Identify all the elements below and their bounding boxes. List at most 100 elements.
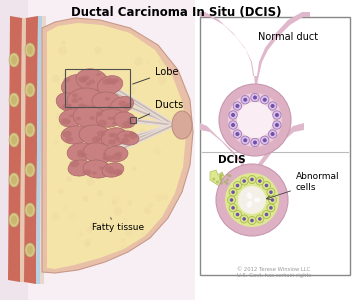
Circle shape xyxy=(275,113,279,117)
Circle shape xyxy=(268,102,277,110)
Ellipse shape xyxy=(83,160,111,178)
Ellipse shape xyxy=(126,103,132,107)
Circle shape xyxy=(243,179,246,183)
Circle shape xyxy=(230,198,233,202)
Text: © 2012 Terese Winslow LLC
U.S. Govt. has certain rights: © 2012 Terese Winslow LLC U.S. Govt. has… xyxy=(237,267,311,278)
Ellipse shape xyxy=(78,97,83,100)
Ellipse shape xyxy=(90,116,95,120)
Ellipse shape xyxy=(98,120,107,126)
Circle shape xyxy=(248,176,256,184)
Ellipse shape xyxy=(79,78,86,82)
Circle shape xyxy=(240,177,248,185)
Ellipse shape xyxy=(103,153,107,156)
Ellipse shape xyxy=(61,118,71,125)
Text: Fatty tissue: Fatty tissue xyxy=(92,224,144,232)
Circle shape xyxy=(269,196,276,204)
Circle shape xyxy=(158,57,168,67)
Circle shape xyxy=(220,177,222,180)
Circle shape xyxy=(271,132,275,136)
Ellipse shape xyxy=(111,133,117,137)
Circle shape xyxy=(229,204,237,212)
Bar xyxy=(0,0,195,300)
Circle shape xyxy=(157,76,167,85)
Circle shape xyxy=(85,242,90,247)
Circle shape xyxy=(55,113,62,120)
Circle shape xyxy=(233,211,241,218)
Ellipse shape xyxy=(112,153,122,160)
Circle shape xyxy=(241,136,250,145)
Circle shape xyxy=(231,206,235,210)
Circle shape xyxy=(148,203,153,208)
Circle shape xyxy=(253,95,257,100)
Circle shape xyxy=(267,188,275,196)
Ellipse shape xyxy=(68,104,72,107)
Circle shape xyxy=(141,232,146,237)
Circle shape xyxy=(243,217,246,221)
Circle shape xyxy=(87,226,93,233)
Circle shape xyxy=(261,95,269,104)
Ellipse shape xyxy=(128,121,132,124)
Circle shape xyxy=(275,123,279,127)
Circle shape xyxy=(219,175,222,178)
Ellipse shape xyxy=(83,76,90,80)
Circle shape xyxy=(145,59,150,64)
Circle shape xyxy=(53,140,59,145)
Circle shape xyxy=(269,190,273,194)
Ellipse shape xyxy=(67,143,93,161)
Ellipse shape xyxy=(83,169,91,175)
Ellipse shape xyxy=(247,201,252,208)
Ellipse shape xyxy=(11,176,17,184)
Circle shape xyxy=(79,231,84,236)
Circle shape xyxy=(235,104,239,108)
Circle shape xyxy=(271,104,275,108)
Circle shape xyxy=(229,174,232,177)
Ellipse shape xyxy=(25,243,35,257)
Circle shape xyxy=(94,114,101,121)
Circle shape xyxy=(81,107,88,114)
Ellipse shape xyxy=(27,245,33,254)
Ellipse shape xyxy=(27,206,33,214)
Circle shape xyxy=(225,173,279,227)
Circle shape xyxy=(66,176,72,182)
Polygon shape xyxy=(210,170,237,188)
Ellipse shape xyxy=(102,163,124,177)
Ellipse shape xyxy=(67,88,103,112)
Circle shape xyxy=(251,93,259,102)
Circle shape xyxy=(233,130,241,138)
Circle shape xyxy=(263,211,270,218)
Circle shape xyxy=(253,140,257,145)
Circle shape xyxy=(153,147,161,155)
Polygon shape xyxy=(42,18,193,273)
Ellipse shape xyxy=(11,56,17,64)
Circle shape xyxy=(113,158,118,163)
Circle shape xyxy=(256,177,264,185)
Circle shape xyxy=(111,194,121,204)
Circle shape xyxy=(227,196,235,204)
Circle shape xyxy=(127,128,134,134)
Polygon shape xyxy=(40,16,46,284)
Circle shape xyxy=(227,174,230,177)
Ellipse shape xyxy=(61,74,89,95)
Text: Lobe: Lobe xyxy=(133,67,179,84)
Circle shape xyxy=(248,217,256,224)
Circle shape xyxy=(250,178,254,181)
Circle shape xyxy=(117,142,126,151)
Ellipse shape xyxy=(66,120,70,123)
Bar xyxy=(200,17,350,275)
Circle shape xyxy=(238,186,266,214)
Circle shape xyxy=(58,189,64,194)
Circle shape xyxy=(52,212,60,220)
Ellipse shape xyxy=(117,131,139,145)
Ellipse shape xyxy=(112,78,119,83)
Polygon shape xyxy=(24,16,38,284)
Ellipse shape xyxy=(109,170,115,175)
Ellipse shape xyxy=(114,112,136,128)
Ellipse shape xyxy=(25,163,35,177)
Ellipse shape xyxy=(80,153,87,157)
Ellipse shape xyxy=(27,85,33,94)
Ellipse shape xyxy=(77,152,85,158)
Ellipse shape xyxy=(83,143,113,163)
Circle shape xyxy=(273,111,281,119)
Text: Ducts: Ducts xyxy=(138,100,183,119)
Circle shape xyxy=(87,178,95,186)
